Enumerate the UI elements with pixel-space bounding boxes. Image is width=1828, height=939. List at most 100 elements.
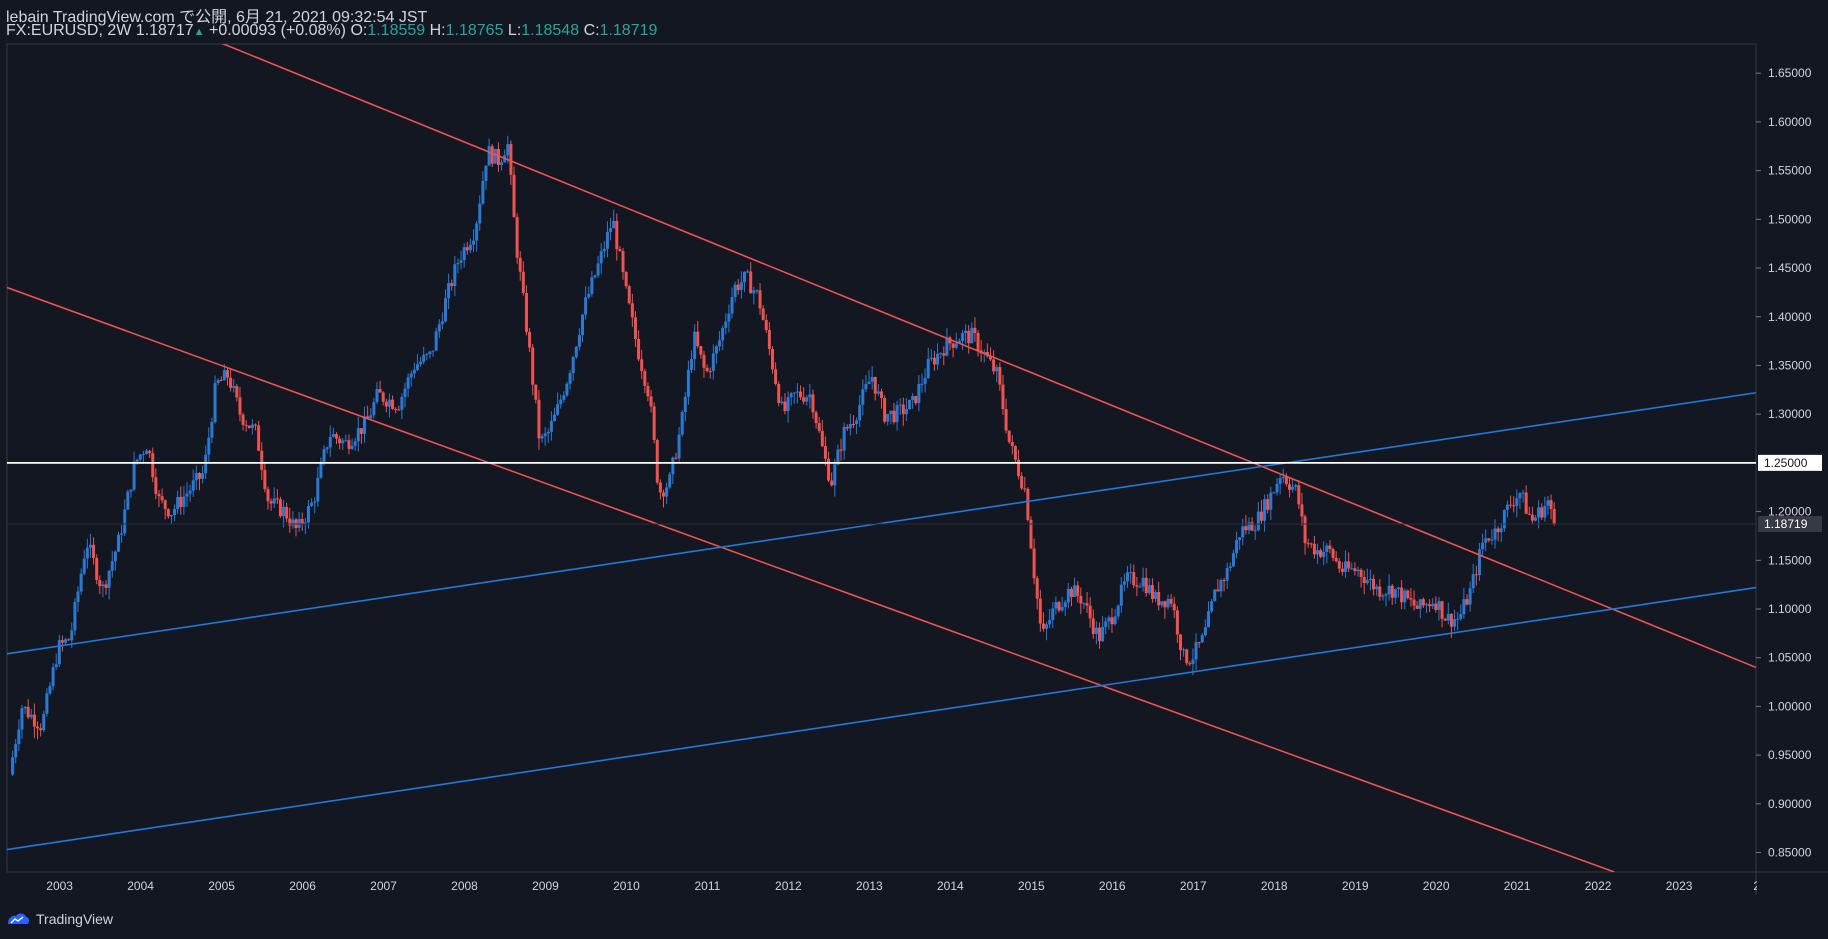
candle-body (1350, 568, 1354, 570)
candle-body (1135, 585, 1139, 587)
candle-body (1509, 504, 1513, 506)
time-tick-label: 2008 (451, 879, 478, 893)
candle-body (1400, 587, 1404, 603)
candle-body (652, 406, 656, 441)
candle-body (1163, 601, 1167, 608)
trendline-red-lower-channel[interactable] (7, 286, 1615, 872)
candle-body (1505, 504, 1509, 510)
candle-body (129, 489, 133, 492)
candle-body (746, 271, 750, 273)
candle-body (285, 506, 289, 519)
brand-footer[interactable]: TradingView (6, 911, 113, 927)
candle-body (500, 162, 504, 165)
candle-body (465, 247, 469, 251)
candle-body (475, 223, 479, 241)
time-axis[interactable]: 2003 2004 2005 2006 2007 2008 2009 2010 2011 2012… (46, 873, 1828, 895)
candle-body (914, 396, 918, 404)
candle-body (1144, 577, 1148, 594)
candle-body (848, 423, 852, 429)
candle-body (316, 477, 320, 502)
candle-body (1493, 528, 1497, 540)
candle-body (391, 399, 395, 409)
candle-body (1051, 608, 1055, 621)
candle-body (154, 477, 158, 494)
candle-body (1032, 548, 1036, 579)
candle-body (543, 433, 547, 437)
trendline-blue-lower-support[interactable] (7, 586, 1756, 851)
price-tick-label: 1.65000 (1768, 66, 1812, 80)
candle-body (1337, 561, 1341, 569)
candle-body (303, 522, 307, 525)
candle-body (795, 391, 799, 393)
price-axis[interactable]: 0.85000 0.90000 0.95000 1.00000 1.05000 1.100… (7, 66, 1822, 860)
candle-body (1210, 601, 1214, 612)
candle-body (1390, 585, 1394, 598)
candle-body (802, 397, 806, 402)
candle-body (577, 335, 581, 347)
candle-body (780, 401, 784, 403)
candle-body (387, 399, 391, 407)
candle-body (876, 391, 880, 394)
candle-body (1462, 599, 1466, 615)
candle-body (1113, 616, 1117, 625)
candle-body (827, 458, 831, 481)
candle-body (702, 354, 706, 368)
candle-body (1098, 627, 1102, 642)
candle-body (123, 509, 127, 534)
candle-body (1141, 577, 1145, 587)
horizontal-level-group[interactable]: 1.25000 (7, 454, 1822, 471)
candle-body (1446, 613, 1450, 621)
candle-body (434, 331, 438, 351)
candle-body (830, 480, 834, 486)
candle-body (658, 482, 662, 493)
candle-body (328, 436, 332, 448)
candle-body (60, 640, 64, 643)
candle-body (76, 591, 80, 603)
candle-body (85, 547, 89, 559)
trendline-red-upper-resistance[interactable] (133, 7, 1756, 669)
candle-body (1079, 595, 1083, 604)
candle-body (1372, 578, 1376, 590)
candle-body (671, 457, 675, 475)
candle-body (1241, 526, 1245, 538)
time-tick-label: 2018 (1261, 879, 1288, 893)
candle-body (1228, 566, 1232, 568)
candle-body (356, 428, 360, 442)
candle-body (1312, 543, 1316, 555)
time-axis-corner (1757, 873, 1828, 895)
price-tick-label: 0.85000 (1768, 846, 1812, 860)
candle-body (640, 359, 644, 372)
candle-body (188, 490, 192, 494)
candle-body (1406, 590, 1410, 599)
candle-body (1041, 623, 1045, 629)
candle-body (1235, 540, 1239, 554)
trendline-blue-upper-support[interactable] (7, 391, 1756, 655)
price-tick-label: 1.60000 (1768, 115, 1812, 129)
candle-body (789, 393, 793, 398)
candle-body (1496, 528, 1500, 533)
candle-body (1291, 486, 1295, 490)
candle-body (1284, 477, 1288, 485)
time-tick-label: 2004 (127, 879, 154, 893)
candle-body (565, 383, 569, 396)
candle-body (1403, 590, 1407, 603)
candle-body (1054, 602, 1058, 609)
candle-body (1431, 603, 1435, 607)
candle-body (73, 602, 77, 631)
trendlines-group[interactable] (7, 7, 1756, 872)
candle-body (1101, 626, 1105, 642)
candle-body (450, 283, 454, 287)
candle-body (1415, 605, 1419, 609)
candle-body (1185, 649, 1189, 664)
candle-body (1368, 578, 1372, 581)
candle-body (540, 436, 544, 439)
candle-body (384, 401, 388, 407)
candle-body (478, 203, 482, 224)
candle-body (1104, 621, 1108, 627)
candle-body (322, 449, 326, 463)
time-tick-label: 2003 (46, 879, 73, 893)
candle-body (36, 726, 40, 729)
publisher-line: lebain TradingView.com で公開, 6月 21, 2021 … (6, 9, 428, 26)
candle-body (1543, 505, 1547, 518)
